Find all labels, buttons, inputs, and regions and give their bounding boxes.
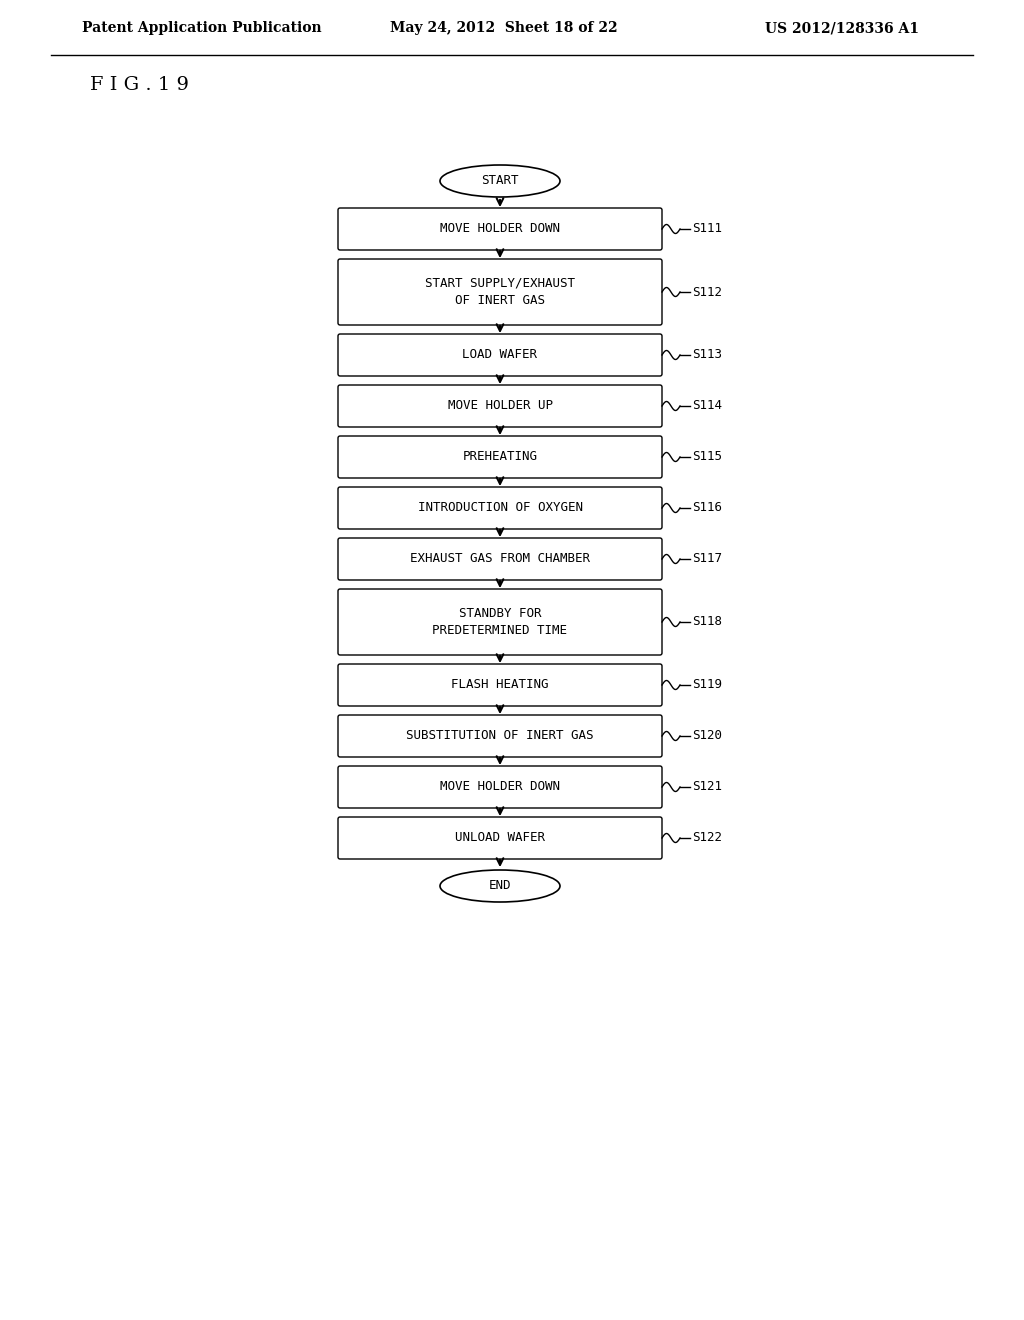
Text: FLASH HEATING: FLASH HEATING	[452, 678, 549, 692]
Text: S116: S116	[692, 502, 722, 515]
Text: S111: S111	[692, 223, 722, 235]
Text: START SUPPLY/EXHAUST
OF INERT GAS: START SUPPLY/EXHAUST OF INERT GAS	[425, 277, 575, 308]
Text: S113: S113	[692, 348, 722, 362]
FancyBboxPatch shape	[338, 259, 662, 325]
FancyBboxPatch shape	[338, 539, 662, 579]
Text: END: END	[488, 879, 511, 892]
Text: Patent Application Publication: Patent Application Publication	[82, 21, 322, 36]
Text: US 2012/128336 A1: US 2012/128336 A1	[765, 21, 919, 36]
Ellipse shape	[440, 870, 560, 902]
Text: S118: S118	[692, 615, 722, 628]
Text: S115: S115	[692, 450, 722, 463]
FancyBboxPatch shape	[338, 715, 662, 756]
Text: S114: S114	[692, 400, 722, 412]
Text: START: START	[481, 174, 519, 187]
Text: S121: S121	[692, 780, 722, 793]
Text: LOAD WAFER: LOAD WAFER	[463, 348, 538, 362]
FancyBboxPatch shape	[338, 385, 662, 426]
Text: F I G . 1 9: F I G . 1 9	[90, 77, 189, 94]
Text: EXHAUST GAS FROM CHAMBER: EXHAUST GAS FROM CHAMBER	[410, 553, 590, 565]
Text: STANDBY FOR
PREDETERMINED TIME: STANDBY FOR PREDETERMINED TIME	[432, 607, 567, 638]
Text: S119: S119	[692, 678, 722, 692]
Text: PREHEATING: PREHEATING	[463, 450, 538, 463]
Text: S117: S117	[692, 553, 722, 565]
FancyBboxPatch shape	[338, 334, 662, 376]
Ellipse shape	[440, 165, 560, 197]
Text: S120: S120	[692, 730, 722, 742]
Text: MOVE HOLDER DOWN: MOVE HOLDER DOWN	[440, 223, 560, 235]
FancyBboxPatch shape	[338, 589, 662, 655]
FancyBboxPatch shape	[338, 436, 662, 478]
Text: MOVE HOLDER UP: MOVE HOLDER UP	[447, 400, 553, 412]
FancyBboxPatch shape	[338, 766, 662, 808]
Text: UNLOAD WAFER: UNLOAD WAFER	[455, 832, 545, 845]
Text: May 24, 2012  Sheet 18 of 22: May 24, 2012 Sheet 18 of 22	[390, 21, 617, 36]
Text: S122: S122	[692, 832, 722, 845]
Text: SUBSTITUTION OF INERT GAS: SUBSTITUTION OF INERT GAS	[407, 730, 594, 742]
FancyBboxPatch shape	[338, 487, 662, 529]
Text: MOVE HOLDER DOWN: MOVE HOLDER DOWN	[440, 780, 560, 793]
FancyBboxPatch shape	[338, 664, 662, 706]
FancyBboxPatch shape	[338, 817, 662, 859]
FancyBboxPatch shape	[338, 209, 662, 249]
Text: S112: S112	[692, 285, 722, 298]
Text: INTRODUCTION OF OXYGEN: INTRODUCTION OF OXYGEN	[418, 502, 583, 515]
